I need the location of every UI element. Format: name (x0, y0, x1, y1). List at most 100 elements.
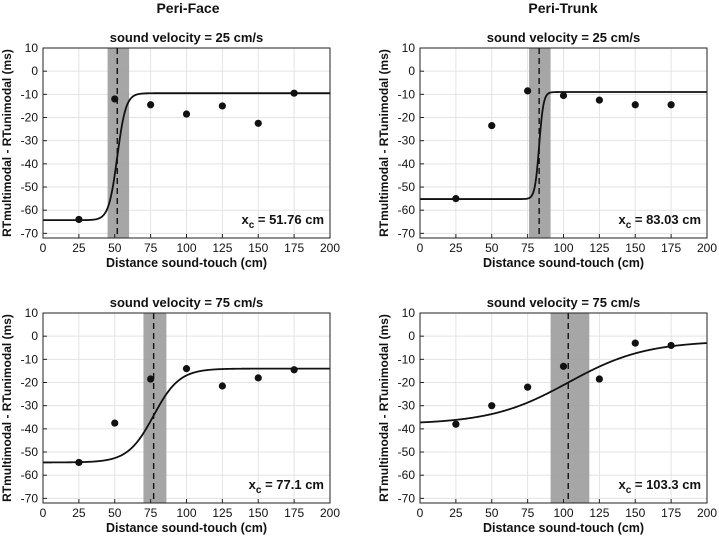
chart-panel-4: 0 25 50 75 100 125 150 175 200100-10-20-30-40-50… (377, 295, 717, 535)
x-tick-label: 150 (625, 506, 645, 520)
x-tick-label: 0 (40, 241, 47, 255)
x-tick-label: 0 (417, 506, 424, 520)
chart-panel-2: 0 25 50 75 100 125 150 175 200100-10-20-30-40-50… (377, 30, 717, 270)
chart-title: sound velocity = 75 cm/s (487, 295, 641, 310)
data-point (218, 382, 226, 390)
x-tick-label: 175 (284, 506, 304, 520)
y-tick-label: -30 (398, 399, 416, 413)
y-tick-label: -20 (398, 376, 416, 390)
x-tick-label: 50 (108, 506, 122, 520)
x-tick-label: 100 (553, 506, 573, 520)
x-tick-label: 25 (449, 241, 463, 255)
y-tick-label: -20 (398, 111, 416, 125)
data-point (488, 402, 496, 410)
data-point (559, 362, 568, 370)
data-point (524, 87, 532, 95)
y-tick-label: -10 (21, 87, 39, 101)
x-tick-label: 25 (72, 241, 86, 255)
y-tick-label: -40 (21, 157, 39, 171)
y-axis-label: RTmultimodal - RTunimodal (ms) (377, 49, 391, 237)
x-tick-label: 125 (589, 506, 609, 520)
x-axis-label: Distance sound-touch (cm) (106, 521, 267, 535)
x-tick-label: 50 (108, 241, 122, 255)
data-point (147, 101, 155, 109)
data-point (75, 458, 83, 467)
y-tick-label: -60 (21, 203, 39, 217)
x-tick-label: 125 (589, 241, 609, 255)
y-axis-label: RTmultimodal - RTunimodal (ms) (377, 314, 391, 502)
data-point (182, 110, 191, 118)
x-tick-label: 75 (521, 241, 535, 255)
y-tick-label: -70 (398, 226, 416, 240)
chart-panel-3: 0 25 50 75 100 125 150 175 200100-10-20-30-40-50… (0, 295, 340, 535)
y-tick-label: 10 (402, 306, 416, 320)
y-tick-label: -10 (21, 352, 39, 366)
x-tick-label: 25 (449, 506, 463, 520)
x-tick-label: 75 (521, 506, 535, 520)
data-point (111, 95, 119, 103)
x-tick-label: 150 (248, 241, 268, 255)
xc-confidence-band (550, 313, 590, 503)
x-tick-label: 25 (72, 506, 86, 520)
y-tick-label: 10 (25, 41, 39, 55)
x-tick-label: 175 (661, 506, 681, 520)
y-tick-label: 0 (408, 329, 415, 343)
y-tick-label: -50 (398, 180, 416, 194)
y-tick-label: -70 (398, 491, 416, 505)
y-tick-label: -40 (398, 422, 416, 436)
sigmoid-fit-curve (43, 92, 330, 222)
x-tick-label: 100 (176, 241, 196, 255)
x-tick-label: 175 (661, 241, 681, 255)
y-tick-label: -50 (21, 180, 39, 194)
x-tick-label: 125 (212, 506, 232, 520)
x-tick-label: 0 (40, 506, 47, 520)
column-title-peri-trunk: Peri-Trunk (528, 0, 598, 16)
column-title-peri-face: Peri-Face (156, 0, 220, 16)
data-point (254, 374, 262, 382)
y-tick-label: 0 (31, 329, 38, 343)
y-tick-label: -40 (398, 157, 416, 171)
data-point (595, 96, 603, 104)
x-tick-label: 150 (625, 241, 645, 255)
data-point (631, 101, 639, 109)
data-point (667, 101, 675, 109)
sigmoid-fit-curve (419, 342, 708, 424)
data-point (667, 341, 675, 350)
x-tick-label: 200 (697, 241, 717, 255)
y-tick-label: 0 (408, 64, 415, 78)
y-tick-label: -30 (21, 134, 39, 148)
data-point (488, 122, 496, 130)
y-tick-label: -30 (398, 134, 416, 148)
x-tick-label: 125 (212, 241, 232, 255)
y-tick-label: -60 (21, 468, 39, 482)
sigmoid-fit-curve (43, 367, 330, 464)
x-tick-label: 200 (697, 506, 717, 520)
data-point (218, 102, 226, 110)
data-point (290, 366, 298, 374)
y-tick-label: -10 (398, 352, 416, 366)
y-tick-label: -70 (21, 226, 39, 240)
x-tick-label: 100 (176, 506, 196, 520)
xc-confidence-band (143, 313, 167, 503)
x-tick-label: 50 (485, 241, 499, 255)
chart-panel-1: 0 25 50 75 100 125 150 175 200100-10-20-30-40-50… (0, 30, 340, 270)
data-point (147, 375, 155, 383)
y-tick-label: -50 (398, 445, 416, 459)
y-tick-label: -60 (398, 203, 416, 217)
y-axis-label: RTmultimodal - RTunimodal (ms) (0, 49, 14, 237)
y-tick-label: -20 (21, 376, 39, 390)
y-tick-label: -30 (21, 399, 39, 413)
y-tick-label: 10 (402, 41, 416, 55)
xc-annotation: xc = 77.1 cm (249, 477, 324, 496)
x-tick-label: 75 (144, 241, 158, 255)
x-tick-label: 200 (320, 506, 340, 520)
x-axis-label: Distance sound-touch (cm) (483, 256, 644, 270)
x-tick-label: 175 (284, 241, 304, 255)
y-tick-label: -20 (21, 111, 39, 125)
y-tick-label: 10 (25, 306, 39, 320)
data-point (452, 195, 460, 203)
data-point (182, 365, 191, 373)
data-point (559, 91, 568, 100)
